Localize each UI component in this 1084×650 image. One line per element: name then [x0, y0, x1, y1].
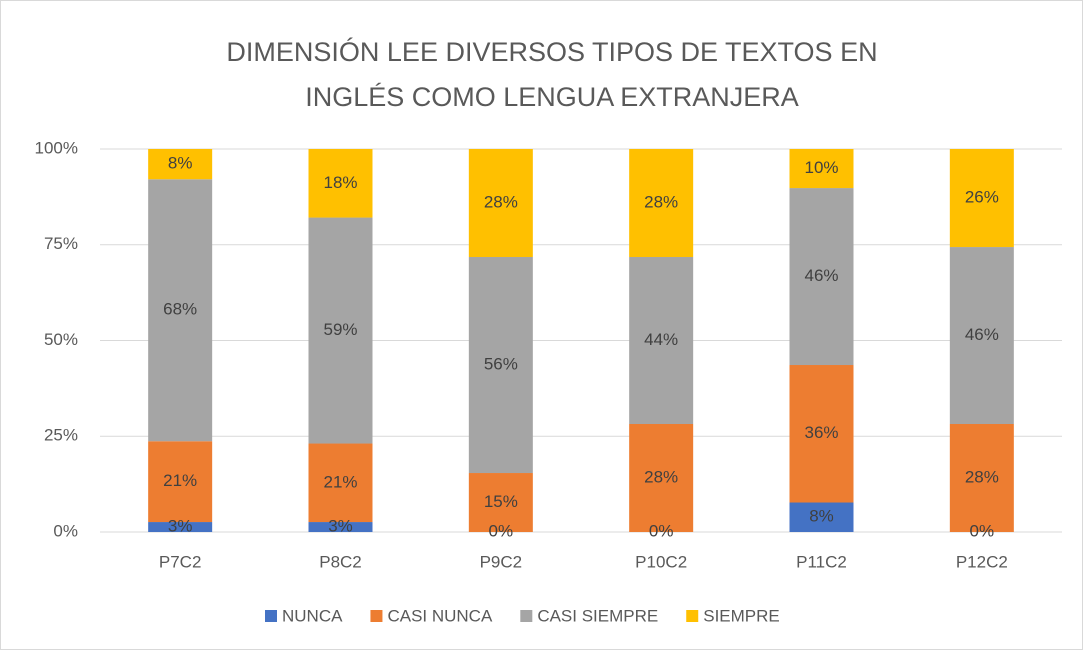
data-label: 28%	[484, 192, 518, 211]
bar-segment	[148, 522, 213, 532]
bar-segment	[949, 247, 1014, 424]
data-label: 44%	[644, 330, 678, 349]
bar-segment	[629, 257, 694, 424]
data-label: 59%	[323, 320, 357, 339]
data-label: 0%	[970, 521, 995, 540]
bar-segment	[148, 179, 213, 442]
bar-segment	[789, 365, 854, 503]
legend-label: CASI NUNCA	[387, 606, 493, 625]
data-label: 36%	[804, 423, 838, 442]
data-label: 28%	[644, 467, 678, 486]
data-label: 46%	[965, 325, 999, 344]
y-tick-label: 75%	[44, 234, 78, 253]
data-label: 56%	[484, 354, 518, 373]
bar-segment	[308, 149, 373, 218]
data-label: 0%	[649, 521, 674, 540]
data-label: 28%	[965, 467, 999, 486]
data-label: 26%	[965, 188, 999, 207]
legend-swatch	[265, 610, 277, 622]
bar-segment	[148, 441, 213, 523]
data-label: 3%	[328, 517, 353, 536]
bar-segment	[308, 522, 373, 532]
x-tick-label: P12C2	[956, 552, 1008, 571]
data-label: 21%	[163, 471, 197, 490]
x-tick-label: P8C2	[319, 552, 362, 571]
data-label: 0%	[489, 521, 514, 540]
bar-segment	[308, 217, 373, 444]
x-tick-label: P7C2	[159, 552, 202, 571]
bar-segment	[629, 149, 694, 258]
bar-segment	[789, 502, 854, 532]
bar-segment	[949, 423, 1014, 532]
y-tick-label: 50%	[44, 330, 78, 349]
bar-segment	[949, 149, 1014, 248]
legend-swatch	[370, 610, 383, 622]
x-tick-label: P10C2	[635, 552, 687, 571]
legend-swatch	[520, 610, 533, 622]
data-label: 8%	[809, 507, 834, 526]
bar-segment	[468, 473, 533, 532]
bar-segment	[468, 149, 533, 258]
data-label: 68%	[163, 300, 197, 319]
bar-segment	[308, 443, 373, 523]
y-tick-label: 0%	[53, 521, 78, 540]
y-tick-label: 100%	[35, 138, 78, 157]
legend-label: SIEMPRE	[703, 606, 780, 625]
bar-segment	[789, 188, 854, 366]
data-label: 46%	[804, 266, 838, 285]
data-label: 10%	[804, 158, 838, 177]
legend-label: CASI SIEMPRE	[537, 606, 658, 625]
y-tick-label: 25%	[44, 426, 78, 445]
data-label: 28%	[644, 192, 678, 211]
bar-segment	[148, 149, 213, 180]
x-tick-label: P9C2	[480, 552, 523, 571]
bar-segment	[789, 149, 854, 189]
data-label: 8%	[168, 154, 193, 173]
data-label: 21%	[323, 472, 357, 491]
bar-segment	[629, 423, 694, 532]
legend-label: NUNCA	[282, 606, 343, 625]
legend-swatch	[686, 610, 699, 622]
bar-segment	[468, 257, 533, 474]
data-label: 15%	[484, 492, 518, 511]
data-label: 18%	[323, 173, 357, 192]
x-tick-label: P11C2	[796, 552, 847, 571]
chart-title: DIMENSIÓN LEE DIVERSOS TIPOS DE TEXTOS E…	[226, 37, 878, 112]
data-label: 3%	[168, 517, 193, 536]
